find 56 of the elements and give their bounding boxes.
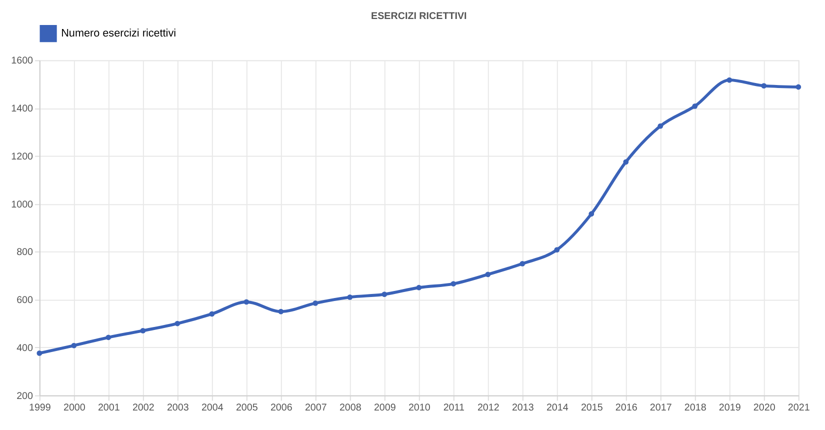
point <box>278 308 284 314</box>
point <box>554 247 560 252</box>
chart-title: ESERCIZI RICETTIVI <box>371 10 468 22</box>
point <box>588 211 594 217</box>
point <box>140 328 146 334</box>
point <box>761 83 767 89</box>
point <box>658 123 664 129</box>
x-tick-label: 2005 <box>236 402 258 414</box>
point <box>174 320 180 326</box>
point <box>520 260 526 266</box>
y-tick-label: 1200 <box>11 151 34 162</box>
point <box>450 281 456 286</box>
legend-label: Numero esercizi ricettivi <box>61 28 176 40</box>
y-tick-label: 1000 <box>11 199 34 210</box>
point <box>796 84 802 90</box>
point <box>312 300 318 306</box>
x-tick-label: 2007 <box>304 402 327 414</box>
x-tick-label: 2016 <box>615 402 638 414</box>
point <box>106 334 112 340</box>
x-tick-label: 2000 <box>63 402 86 414</box>
x-tick-label: 2010 <box>408 402 431 414</box>
point <box>71 342 77 348</box>
x-tick-label: 2009 <box>374 402 396 414</box>
point <box>692 103 698 109</box>
x-tick-label: 2019 <box>718 402 742 414</box>
x-tick-label: 2001 <box>98 402 120 414</box>
x-tick-label: 2006 <box>270 402 293 414</box>
x-tick-label: 2003 <box>166 402 190 414</box>
y-tick-label: 800 <box>16 247 34 258</box>
point <box>36 350 42 356</box>
x-tick-label: 2004 <box>201 402 224 414</box>
x-tick-label: 2002 <box>132 402 154 414</box>
y-tick-label: 1600 <box>11 56 34 67</box>
point <box>347 294 353 300</box>
y-tick-label: 400 <box>16 342 34 354</box>
point <box>726 77 732 83</box>
point <box>382 292 388 298</box>
point <box>244 299 250 305</box>
x-tick-label: 2008 <box>339 402 362 414</box>
x-tick-label: 2012 <box>477 402 500 414</box>
x-tick-label: 2011 <box>443 402 464 414</box>
point <box>209 311 215 317</box>
y-tick-label: 1400 <box>11 104 34 115</box>
x-tick-label: 2020 <box>753 402 776 414</box>
point <box>416 284 422 290</box>
x-tick-label: 2017 <box>650 402 672 414</box>
y-tick-label: 600 <box>16 295 34 306</box>
x-tick-label: 2015 <box>580 402 604 414</box>
y-tick-label: 200 <box>16 390 34 402</box>
x-tick-label: 2013 <box>512 402 534 414</box>
x-tick-label: 2018 <box>684 402 707 414</box>
x-tick-label: 1999 <box>28 402 52 414</box>
point <box>485 272 491 278</box>
point <box>623 159 629 165</box>
x-tick-label: 2021 <box>788 402 810 414</box>
x-tick-label: 2014 <box>546 402 569 414</box>
